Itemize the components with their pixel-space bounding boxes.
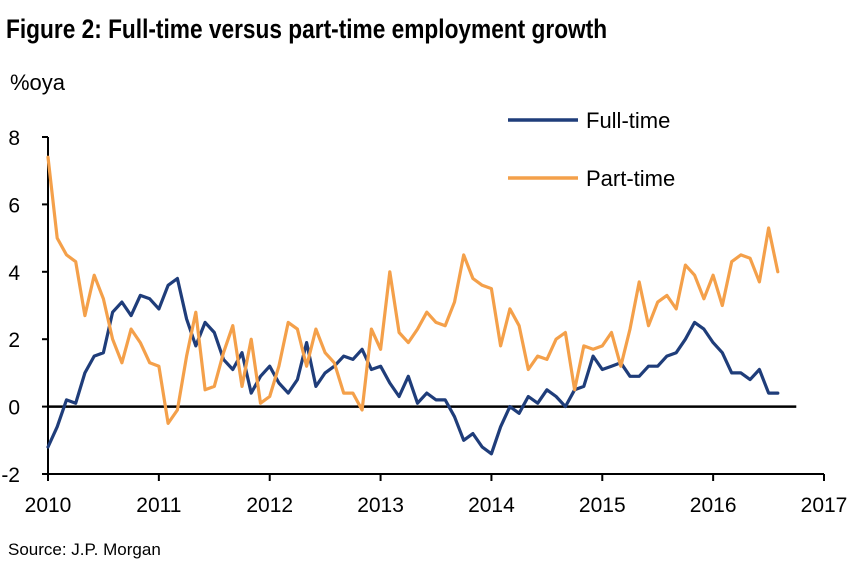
x-tick-label: 2011: [136, 494, 181, 517]
x-tick-label: 2015: [579, 494, 626, 517]
x-tick-label: 2010: [25, 494, 72, 517]
y-tick-label: 8: [8, 127, 20, 150]
x-tick-label: 2017: [801, 494, 848, 517]
x-tick-label: 2014: [468, 494, 515, 517]
legend: Full-time Part-time: [508, 108, 675, 191]
chart-title: Figure 2: Full-time versus part-time emp…: [6, 14, 608, 44]
x-axis: 2010 2011 2012 2013 2014 2015 2016 2017: [25, 473, 848, 517]
y-tick-label: 4: [8, 262, 20, 285]
y-tick-label: -2: [1, 464, 20, 487]
y-axis: -2 0 2 4 6 8: [1, 127, 49, 487]
y-unit-label: %oya: [10, 70, 66, 95]
source-note: Source: J.P. Morgan: [8, 540, 161, 559]
series-line-full-time: [46, 276, 780, 456]
series-lines: [46, 155, 780, 456]
x-tick-label: 2016: [690, 494, 737, 517]
series-line-part-time: [46, 155, 780, 425]
y-tick-label: 0: [8, 397, 20, 420]
y-tick-label: 6: [8, 194, 20, 217]
x-tick-label: 2012: [246, 494, 293, 517]
legend-label: Part-time: [586, 166, 675, 191]
y-tick-label: 2: [8, 329, 20, 352]
legend-label: Full-time: [586, 108, 670, 133]
x-tick-label: 2013: [357, 494, 404, 517]
